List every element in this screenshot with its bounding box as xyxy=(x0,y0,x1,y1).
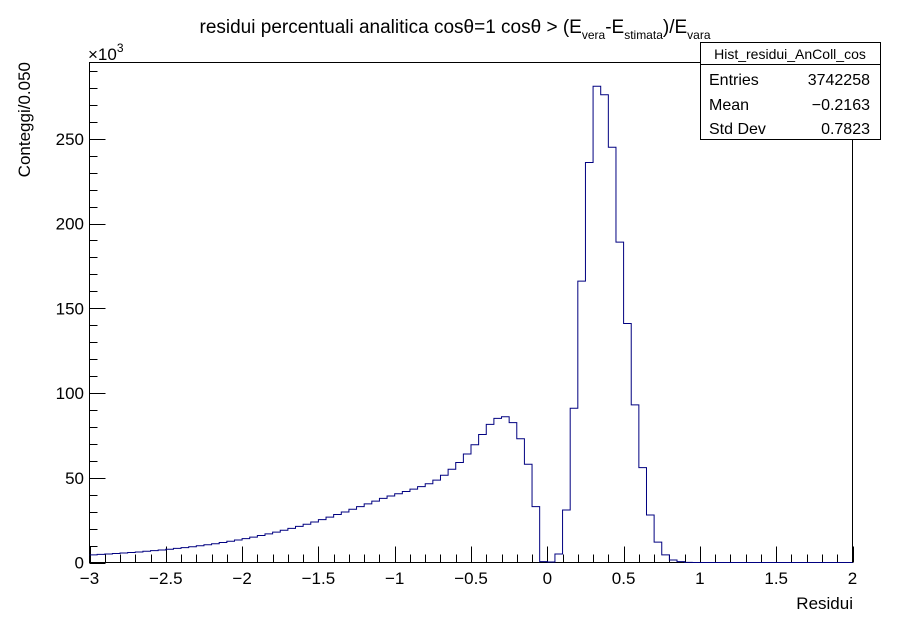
stats-stddev-label: Std Dev xyxy=(709,121,766,138)
stats-entries-label: Entries xyxy=(709,72,759,89)
x-tick-label: −3 xyxy=(80,569,99,588)
x-tick-label: −0.5 xyxy=(454,569,488,588)
x-tick-label: 1 xyxy=(695,569,704,588)
x-tick-label: 0.5 xyxy=(612,569,636,588)
x-tick-label: −2 xyxy=(232,569,251,588)
x-tick-labels: −3 −2.5 −2 −1.5 −1 −0.5 0 0.5 1 1.5 2 xyxy=(80,569,857,588)
stats-stddev-value: 0.7823 xyxy=(821,121,870,138)
title-sub-stimata: stimata xyxy=(624,28,663,42)
axis-ticks xyxy=(89,71,854,564)
y-tick-label: 50 xyxy=(65,469,84,488)
histogram-series-line xyxy=(89,85,853,563)
title-mid: -E xyxy=(605,17,624,38)
y-tick-labels: 0 50 100 150 200 250 xyxy=(56,130,84,573)
y-tick-label: 100 xyxy=(56,384,84,403)
title-sub-vara: vara xyxy=(687,28,711,42)
x-tick-label: −1.5 xyxy=(302,569,336,588)
stats-box: Hist_residui_AnColl_cos Entries 3742258 … xyxy=(700,42,881,140)
x-tick-label: 0 xyxy=(543,569,552,588)
title-main: residui percentuali analitica cosθ=1 cos… xyxy=(200,17,582,38)
y-tick-label: 0 xyxy=(75,554,84,573)
y-tick-label: 250 xyxy=(56,130,84,149)
chart-title: residui percentuali analitica cosθ=1 cos… xyxy=(200,17,711,42)
y-multiplier: ×103 xyxy=(88,41,124,64)
title-sub-vera: vera xyxy=(582,28,606,42)
stats-mean-label: Mean xyxy=(709,97,749,114)
x-tick-label: 1.5 xyxy=(764,569,788,588)
x-tick-label: 2 xyxy=(848,569,857,588)
stats-entries-value: 3742258 xyxy=(808,72,870,89)
x-tick-label: −1 xyxy=(385,569,404,588)
stats-mean-value: −0.2163 xyxy=(812,97,870,114)
y-tick-label: 150 xyxy=(56,299,84,318)
y-axis-label: Conteggi/0.050 xyxy=(15,62,34,177)
stats-box-frame xyxy=(700,42,881,140)
title-close: )/E xyxy=(663,17,687,38)
stats-hist-name: Hist_residui_AnColl_cos xyxy=(714,46,866,62)
x-tick-label: −2.5 xyxy=(149,569,183,588)
y-tick-label: 200 xyxy=(56,215,84,234)
x-axis-label: Residui xyxy=(796,594,853,613)
